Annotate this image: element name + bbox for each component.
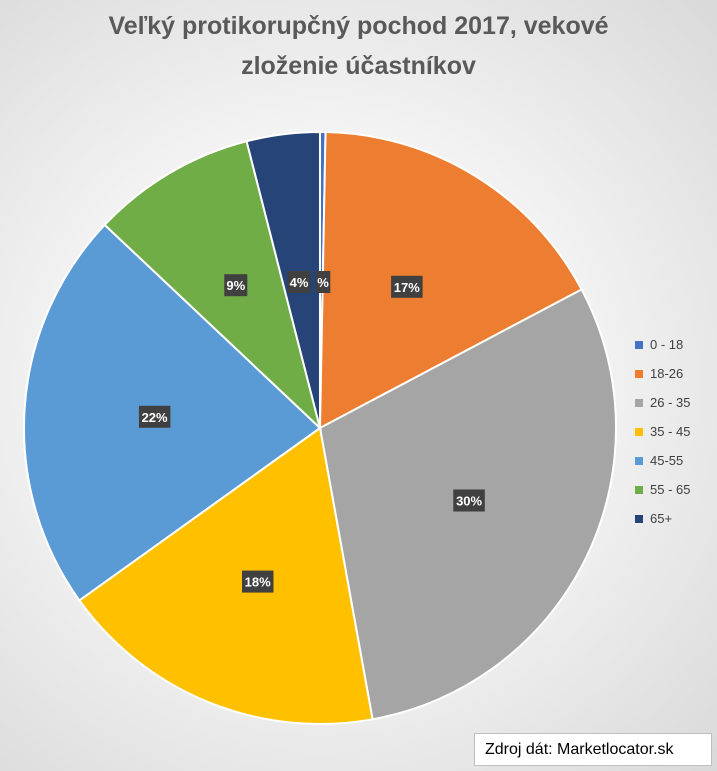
data-label-box-4 <box>242 570 274 593</box>
legend-swatch-5 <box>635 456 643 465</box>
legend-label-2: 18-26 <box>650 366 684 381</box>
chart-title-line-1: Veľký protikorupčný pochod 2017, vekové <box>108 12 609 40</box>
pie-slice-7 <box>245 130 321 429</box>
legend-swatch-3 <box>635 398 643 407</box>
data-label-text-7: 4% <box>290 275 309 290</box>
chart-title-line-2: zloženie účastníkov <box>241 52 476 80</box>
data-label-3: 30% <box>453 489 485 512</box>
data-label-text-5: 22% <box>142 410 168 425</box>
data-label-7: 4% <box>287 271 311 293</box>
pie-slice-5 <box>23 223 322 602</box>
data-label-text-3: 30% <box>456 494 482 509</box>
legend-item-4: 35 - 45 <box>635 417 715 446</box>
data-label-box-3 <box>453 489 485 512</box>
legend-swatch-1 <box>635 340 643 349</box>
legend-swatch-7 <box>635 514 643 523</box>
legend-item-7: 65+ <box>635 504 715 533</box>
data-label-box-1 <box>315 271 331 293</box>
data-label-box-6 <box>224 274 248 297</box>
data-label-box-2 <box>391 275 423 298</box>
pie-slice-4 <box>77 426 374 725</box>
data-label-box-7 <box>287 271 311 293</box>
legend-item-3: 26 - 35 <box>635 388 715 417</box>
data-label-6: 9% <box>224 274 248 297</box>
legend-item-1: 0 - 18 <box>635 330 715 359</box>
legend-label-7: 65+ <box>650 511 673 526</box>
data-label-box-5 <box>138 405 171 428</box>
legend: 0 - 18 18-26 26 - 35 35 - 45 45-55 55 - 65 65+ <box>635 330 715 533</box>
pie-slice-6 <box>103 140 322 432</box>
data-label-4: 18% <box>242 570 274 593</box>
legend-item-6: 55 - 65 <box>635 475 715 504</box>
data-label-text-1: % <box>317 275 329 290</box>
legend-item-2: 18-26 <box>635 359 715 388</box>
legend-label-5: 45-55 <box>650 453 684 468</box>
chart-title: Veľký protikorupčný pochod 2017, vekové … <box>0 6 717 86</box>
data-label-1: % <box>315 271 331 293</box>
legend-swatch-2 <box>635 369 643 378</box>
legend-swatch-6 <box>635 485 643 494</box>
legend-label-6: 55 - 65 <box>650 482 691 497</box>
legend-swatch-4 <box>635 427 643 436</box>
data-label-text-4: 18% <box>245 575 271 590</box>
data-label-5: 22% <box>138 405 171 428</box>
legend-item-5: 45-55 <box>635 446 715 475</box>
legend-label-3: 26 - 35 <box>650 395 691 410</box>
pie-slice-2 <box>318 131 583 430</box>
data-label-text-6: 9% <box>226 278 245 293</box>
data-label-2: 17% <box>391 275 423 298</box>
source-note: Zdroj dát: Marketlocator.sk <box>474 733 712 766</box>
legend-label-1: 0 - 18 <box>650 337 684 352</box>
legend-label-4: 35 - 45 <box>650 424 691 439</box>
data-label-text-2: 17% <box>394 280 420 295</box>
